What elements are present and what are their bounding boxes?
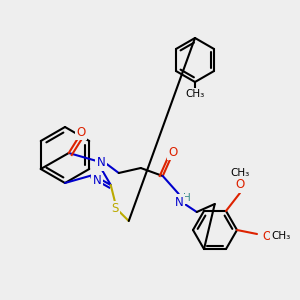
Text: O: O: [168, 146, 177, 158]
Text: O: O: [76, 125, 86, 139]
Text: CH₃: CH₃: [185, 89, 205, 99]
Text: N: N: [96, 157, 105, 169]
Text: N: N: [174, 196, 183, 208]
Text: CH₃: CH₃: [272, 231, 291, 241]
Text: CH₃: CH₃: [230, 168, 250, 178]
Text: O: O: [236, 178, 244, 191]
Text: N: N: [93, 175, 101, 188]
Text: S: S: [111, 202, 118, 215]
Text: H: H: [183, 193, 190, 203]
Text: O: O: [262, 230, 272, 242]
